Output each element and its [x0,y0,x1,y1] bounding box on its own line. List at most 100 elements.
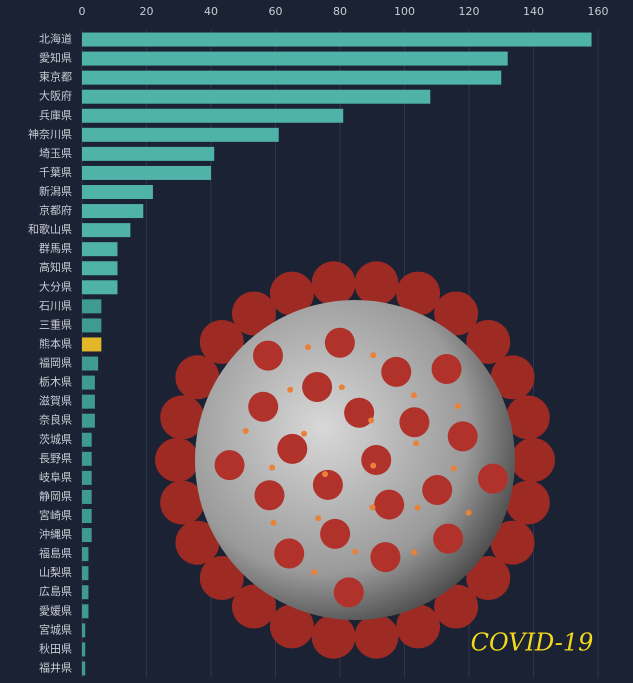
bar [82,223,131,238]
spike [199,556,244,601]
dot [465,509,472,516]
spike [422,475,453,506]
y-tick-label: 滋賀県 [39,395,72,408]
y-tick-label: 大分県 [39,279,72,293]
bar [82,146,215,161]
dot [414,504,421,511]
bar [82,280,118,295]
dot [301,430,308,437]
bar [82,470,92,485]
spike [175,520,220,565]
x-tick-label: 80 [333,5,347,18]
bar [82,642,86,657]
bar [82,432,92,447]
x-tick-label: 20 [140,5,154,18]
spike [274,538,305,569]
spike [447,421,478,452]
bar [82,108,344,123]
y-tick-label: 秋田県 [39,641,72,655]
bar [82,127,279,142]
y-tick-label: 和歌山県 [28,222,72,236]
spike [466,556,511,601]
y-tick-label: 北海道 [39,32,72,46]
spike [374,489,405,520]
spike [312,469,343,500]
y-tick-label: 奈良県 [39,413,72,427]
spike [155,438,199,482]
spike [160,395,205,440]
y-tick-label: 岐阜県 [39,471,72,484]
dot [304,344,311,351]
spike [354,261,399,306]
spike [399,407,430,438]
dot [450,465,457,472]
x-tick-label: 60 [269,5,283,18]
bar [82,604,89,619]
y-tick-label: 愛媛県 [39,603,72,617]
spike [231,291,276,336]
y-tick-label: 静岡県 [39,489,72,503]
bar [82,489,92,504]
bar [82,356,99,371]
y-tick-label: 宮崎県 [39,508,72,522]
annotation: COVID-19 [471,629,594,657]
virus-image [155,261,555,659]
y-tick-label: 福井県 [39,660,72,674]
x-tick-label: 160 [588,5,609,18]
dot [370,352,377,359]
spike [344,397,375,428]
dot [322,471,329,478]
spike [269,271,314,316]
bar [82,204,144,219]
spike [361,445,392,475]
spike [396,604,441,649]
y-tick-label: 沖縄県 [39,527,72,541]
y-tick-label: 栃木県 [39,375,72,389]
spike [231,584,276,629]
spike [302,372,333,403]
dot [352,548,359,555]
bar [82,528,92,543]
spike [160,480,205,525]
y-tick-label: 広島県 [39,584,72,598]
dot [454,403,461,410]
bar [82,185,153,199]
bar [82,299,102,314]
spike [431,353,462,384]
dot [269,464,276,471]
y-tick-label: 京都府 [39,203,72,217]
y-tick-label: 山梨県 [39,565,72,579]
spike [466,319,511,364]
bar [82,242,118,257]
spike [248,391,279,422]
spike [477,463,508,494]
bar [82,509,92,523]
spike [214,450,245,481]
x-tick-label: 120 [459,5,480,18]
y-tick-label: 熊本県 [39,336,72,350]
y-tick-label: 東京都 [39,70,72,84]
y-tick-label: 群馬県 [39,241,72,255]
dot [368,417,375,424]
spike [269,604,314,649]
y-tick-label: 大阪府 [39,89,72,103]
spike [252,340,283,371]
y-tick-label: 兵庫県 [39,108,72,122]
dot [410,392,417,399]
y-tick-label: 新潟県 [39,184,72,198]
dot [369,504,376,511]
y-tick-label: 茨城県 [39,432,72,446]
spike [199,319,244,364]
bar [82,623,86,638]
y-tick-label: 三重県 [39,317,72,331]
spike [490,355,535,400]
y-tick-label: 埼玉県 [39,146,72,160]
spike [333,577,364,608]
bar [82,375,95,390]
dot [311,569,318,576]
spike [434,584,479,629]
y-tick-label: 長野県 [39,452,72,465]
dot [370,462,377,469]
spike [311,261,356,306]
